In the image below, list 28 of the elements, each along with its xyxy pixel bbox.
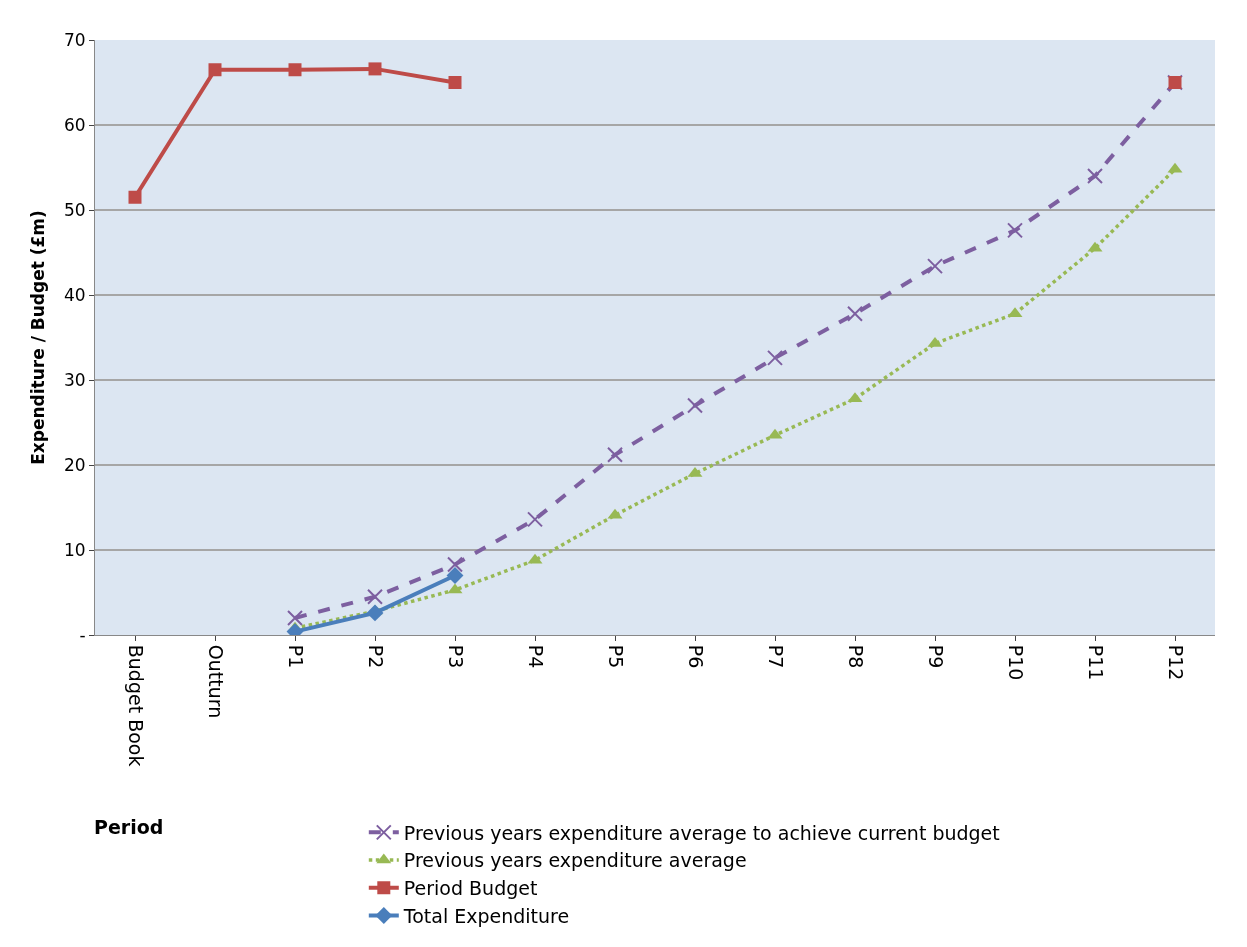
legend-label: Total Expenditure [402,904,570,927]
x-tick-label: P1 [284,644,307,669]
x-tick-label: P2 [364,644,387,669]
x-tick-label: P6 [684,644,707,669]
x-tick-label: Budget Book [124,644,147,767]
x-tick-label: P11 [1084,644,1107,681]
y-axis-title: Expenditure / Budget (£m) [27,210,48,465]
y-tick-label: 60 [63,114,86,135]
x-tick-label: P5 [604,644,627,669]
legend-label: Previous years expenditure average to achieve current budget [403,821,1000,844]
x-tick-label: P8 [844,644,867,669]
x-axis-title: Period [94,816,164,838]
x-tick-label: P4 [524,644,547,669]
y-tick-label: 50 [63,199,86,220]
x-tick-label: P7 [764,644,787,669]
y-tick-label: 20 [63,454,86,475]
y-tick-label: - [79,624,86,645]
y-tick-label: 70 [63,29,86,50]
y-tick-label: 30 [63,369,86,390]
x-tick-label: P3 [444,644,467,669]
x-tick-label: P12 [1164,644,1187,681]
y-tick-label: 40 [63,284,86,305]
x-tick-label: P10 [1004,644,1027,681]
x-tick-label: Outturn [204,644,227,719]
legend-label: Period Budget [403,877,538,900]
legend-label: Previous years expenditure average [403,849,747,872]
x-tick-label: P9 [924,644,947,669]
y-tick-label: 10 [63,539,86,560]
